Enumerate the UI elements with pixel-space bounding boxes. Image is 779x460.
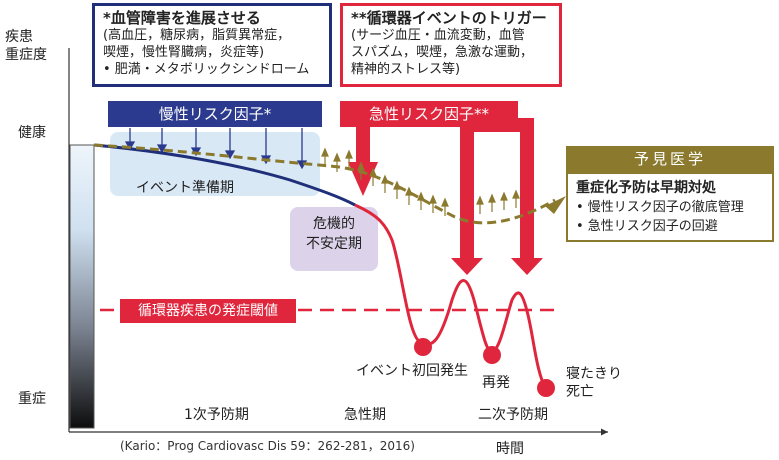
predictive-item2: • 急性リスク因子の回避 (576, 219, 718, 234)
chronic-factors-box: *血管障害を進展させる (高血圧，糖尿病，脂質異常症， 喫煙，慢性腎臓病，炎症等… (92, 3, 332, 87)
event-dot-first (414, 338, 432, 356)
event-dot-death (537, 379, 555, 397)
chronic-box-line1: (高血圧，糖尿病，脂質異常症， (103, 28, 291, 43)
event-dot-recurrence (483, 346, 501, 364)
chronic-box-line2: 喫煙，慢性腎臓病，炎症等) (103, 45, 265, 60)
predictive-box: 重症化予防は早期対処 • 慢性リスク因子の徹底管理 • 急性リスク因子の回避 (566, 172, 774, 242)
y-label-health: 健康 (18, 125, 46, 141)
predictive-header: 予見医学 (566, 146, 774, 172)
predictive-item1: • 慢性リスク因子の徹底管理 (576, 200, 744, 215)
predictive-title: 重症化予防は早期対処 (576, 180, 716, 196)
y-axis-title: 疾患 重症度 (5, 28, 47, 64)
y-axis-title-line2: 重症度 (5, 47, 47, 63)
disease-course-red (354, 203, 548, 391)
acute-box-title: **循環器イベントのトリガー (351, 9, 547, 27)
threshold-label: 循環器疾患の発症閾値 (120, 299, 296, 323)
acute-box-line3: 精神的ストレス等) (351, 62, 461, 77)
acute-risk-banner: 急性リスク因子** (340, 101, 518, 127)
event-prep-label: イベント準備期 (136, 180, 234, 196)
bedridden-label: 寝たきり 死亡 (566, 365, 622, 401)
phase-secondary-label: 二次予防期 (478, 407, 548, 423)
chronic-risk-banner: 慢性リスク因子* (108, 101, 322, 127)
severity-gradient-bar (69, 144, 95, 429)
event-first-label: イベント初回発生 (356, 363, 468, 379)
critical-label-line2: 不安定期 (306, 236, 362, 252)
predictive-arrow-head (545, 196, 566, 214)
recurrence-label: 再発 (482, 375, 510, 391)
acute-box-line1: (サージ血圧・血流変動，血管 (351, 28, 525, 43)
bedridden-line2: 死亡 (566, 384, 594, 400)
predictive-up-arrows (321, 147, 520, 216)
acute-triggers-box: **循環器イベントのトリガー (サージ血圧・血流変動，血管 スパズム，喫煙，急激… (340, 3, 562, 87)
acute-box-line2: スパズム，喫煙，急激な運動， (351, 45, 534, 60)
citation: (Kario：Prog Cardiovasc Dis 59：262-281，20… (120, 439, 415, 453)
bedridden-line1: 寝たきり (566, 366, 622, 382)
x-axis-label: 時間 (496, 441, 524, 457)
chronic-box-line3: • 肥満・メタボリックシンドローム (103, 62, 310, 77)
critical-area (290, 207, 378, 271)
critical-label: 危機的 不安定期 (290, 214, 378, 254)
y-label-severe: 重症 (18, 391, 46, 407)
disease-course-navy (93, 143, 356, 207)
critical-label-line1: 危機的 (313, 216, 355, 232)
phase-primary-label: 1次予防期 (184, 407, 249, 423)
chronic-box-title: *血管障害を進展させる (103, 9, 261, 27)
y-axis-title-line1: 疾患 (5, 29, 33, 45)
phase-acute-label: 急性期 (344, 407, 386, 423)
predictive-curve (93, 143, 556, 225)
